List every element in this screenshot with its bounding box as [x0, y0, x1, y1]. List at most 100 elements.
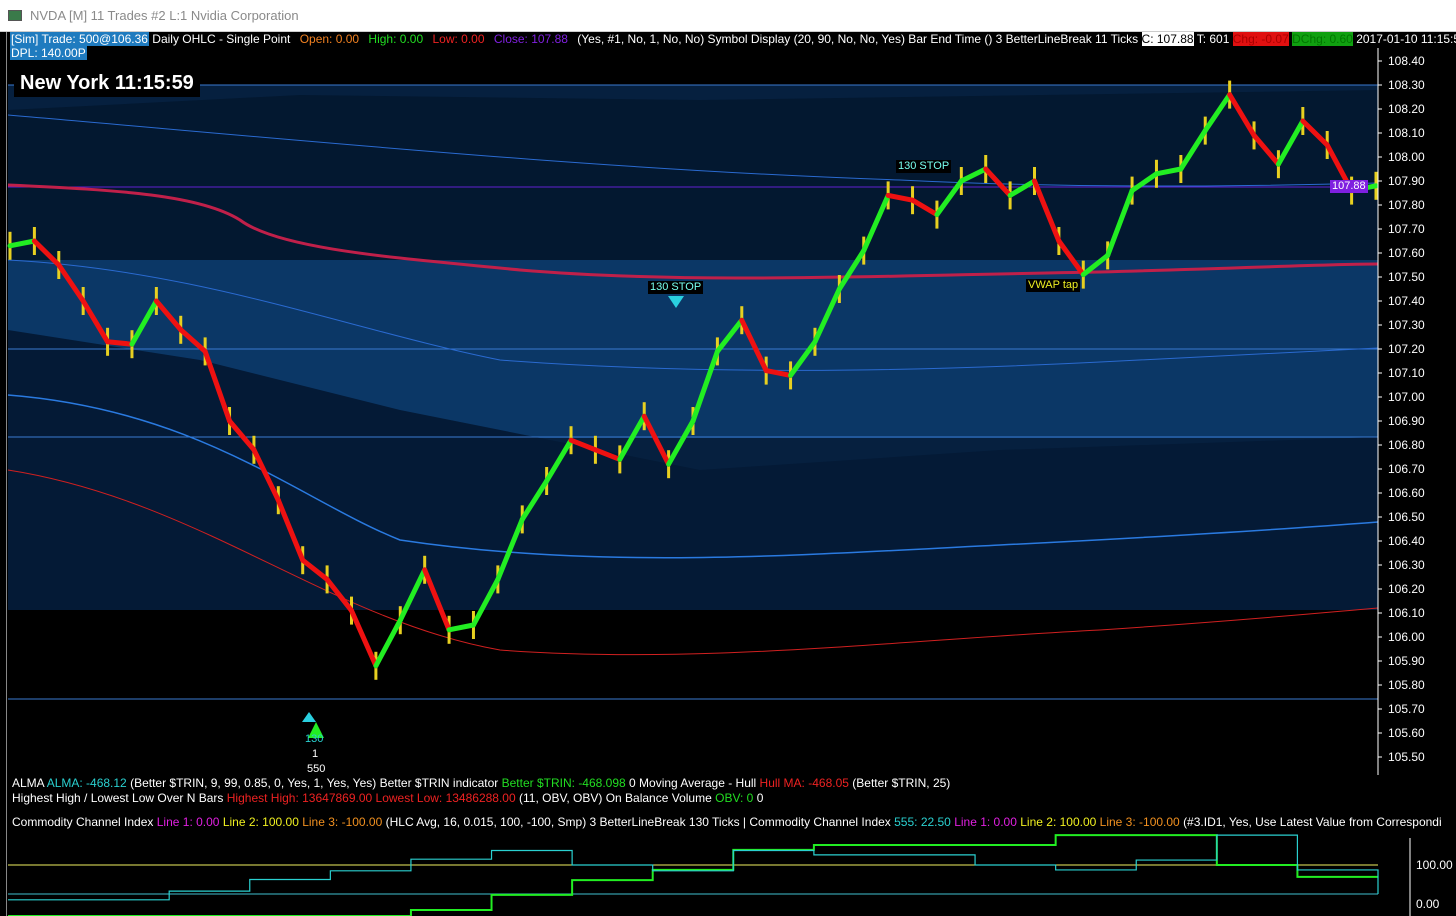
line-break-segment	[544, 437, 574, 484]
price-tick-label: 106.10	[1388, 606, 1425, 620]
study-segment: Highest High / Lowest Low Over N Bars	[12, 791, 227, 805]
line-break-segment	[934, 178, 964, 218]
line-break-segment	[470, 576, 501, 628]
price-tick-label: 107.20	[1388, 342, 1425, 356]
study-segment: 0	[756, 791, 764, 805]
line-break-segment	[178, 327, 208, 354]
line-break-segment	[836, 248, 867, 292]
vwap-tap-label: VWAP tap	[1026, 279, 1081, 292]
line-break-segment	[1178, 128, 1208, 172]
study-segment: (Better $TRIN, 25)	[852, 776, 951, 790]
line-break-segment	[739, 317, 769, 374]
price-tick-label: 107.70	[1388, 222, 1425, 236]
price-tick-label: 108.30	[1388, 78, 1425, 92]
line-break-segment	[56, 262, 86, 304]
line-break-segment	[714, 317, 745, 354]
vwap-lower-sd-line	[7, 394, 1379, 559]
price-tick-label: 106.70	[1388, 462, 1425, 476]
line-break-segment	[958, 166, 989, 184]
price-tick-label: 108.20	[1388, 102, 1425, 116]
line-break-segment	[300, 557, 330, 582]
line-break-segment	[1153, 166, 1184, 177]
lower-band-line	[7, 469, 1379, 656]
high-value: High: 0.00	[368, 32, 424, 46]
study-name: Daily OHLC - Single Point	[152, 32, 291, 46]
price-tick-label: 108.40	[1388, 54, 1425, 68]
line-break-segment	[7, 238, 37, 249]
window-titlebar: NVDA [M] 11 Trades #2 L:1 Nvidia Corpora…	[0, 0, 1456, 32]
line-break-segment	[105, 339, 135, 347]
study-segment: (#3.ID1, Yes, Use Latest Value from Corr…	[1183, 815, 1442, 829]
study-segment: Line 3: -100.00	[302, 815, 386, 829]
line-break-segment	[1007, 178, 1037, 198]
stop-label: 130 STOP	[896, 160, 952, 173]
line-break-segment	[1202, 92, 1233, 134]
line-break-segment	[227, 418, 257, 453]
price-tick-label: 105.50	[1388, 750, 1425, 764]
app-icon	[8, 10, 22, 21]
study-segment: Line 3: -100.00	[1099, 815, 1184, 829]
vwap-line	[7, 183, 1379, 280]
study-segment: ALMA	[12, 776, 47, 790]
t-value: T: 601	[1196, 32, 1230, 46]
price-tick-label: 106.40	[1388, 534, 1425, 548]
price-tick-label: 108.10	[1388, 126, 1425, 140]
price-tick-label: 106.80	[1388, 438, 1425, 452]
line-break-segment	[910, 197, 940, 218]
line-break-segment	[80, 298, 111, 345]
price-tick-label: 107.80	[1388, 198, 1425, 212]
line-break-segment	[1056, 238, 1086, 278]
cci-555-line	[8, 834, 1378, 916]
vwap-mid-line	[7, 259, 1379, 371]
line-break-segment	[690, 348, 720, 424]
line-break-segment	[1227, 92, 1257, 138]
price-tick-label: 107.00	[1388, 390, 1425, 404]
stop-label: 130 STOP	[648, 281, 704, 294]
price-tick-label: 107.90	[1388, 174, 1425, 188]
line-break-segment	[495, 516, 525, 582]
price-tick-label: 105.80	[1388, 678, 1425, 692]
study-segment: (Better $TRIN, 9, 99, 0.85, 0, Yes, 1, Y…	[130, 776, 502, 790]
price-tick-label: 107.60	[1388, 246, 1425, 260]
study-segment: Hull MA: -468.05	[759, 776, 853, 790]
line-break-segment	[202, 348, 233, 424]
study-segment: Line 1: 0.00	[156, 815, 223, 829]
stop-marker-icon	[668, 296, 684, 308]
study-line-alma: ALMA ALMA: -468.12 (Better $TRIN, 9, 99,…	[12, 777, 950, 790]
study-segment: Line 2: 100.00	[1020, 815, 1100, 829]
line-break-segment	[885, 192, 916, 203]
study-segment: (HLC Avg, 16, 0.015, 100, -100, Smp) 3 B…	[385, 815, 895, 829]
line-break-segment	[1129, 171, 1159, 194]
line-break-segment	[31, 238, 62, 268]
line-break-segment	[275, 497, 306, 563]
study-segment: Lowest Low: 13486288.00	[375, 791, 519, 805]
line-break-segment	[1275, 118, 1306, 167]
low-value: Low: 0.00	[432, 32, 485, 46]
study-segment: Line 2: 100.00	[222, 815, 303, 829]
study-line-highlow: Highest High / Lowest Low Over N Bars Hi…	[12, 792, 763, 805]
cci-tick-label: 0.00	[1416, 897, 1440, 911]
line-break-segment	[129, 298, 159, 347]
line-break-segment	[251, 447, 281, 503]
price-tick-label: 107.30	[1388, 318, 1425, 332]
clock: New York 11:15:59	[14, 70, 200, 97]
study-segment: (11, OBV, OBV) On Balance Volume	[519, 791, 716, 805]
chart-header: [Sim] Trade: 500@106.36 Daily OHLC - Sin…	[10, 32, 1456, 60]
vwap-upper-sd-line	[7, 114, 1379, 187]
line-break-segment	[1080, 252, 1111, 278]
study-segment: Line 1: 0.00	[954, 815, 1021, 829]
line-break-segment	[324, 576, 354, 614]
dchg-value: DChg: 0.60	[1292, 32, 1353, 46]
dpl-label: DPL: 140.00P	[10, 46, 87, 60]
line-break-segment	[446, 622, 476, 633]
price-tick-label: 105.90	[1388, 654, 1425, 668]
line-break-segment	[1032, 178, 1062, 244]
price-tick-label: 106.20	[1388, 582, 1425, 596]
line-break-segment	[763, 368, 794, 378]
chg-value: Chg: -0.07	[1232, 32, 1289, 46]
line-break-segment	[1251, 132, 1281, 167]
price-tick-label: 105.60	[1388, 726, 1425, 740]
line-break-segment	[373, 617, 403, 669]
window-title: NVDA [M] 11 Trades #2 L:1 Nvidia Corpora…	[30, 8, 299, 23]
